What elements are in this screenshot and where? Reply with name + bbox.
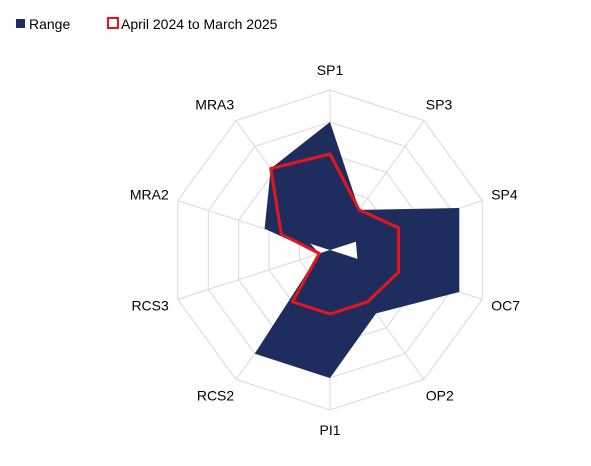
axis-label-sp4: SP4 [491, 186, 518, 202]
axis-label-sp3: SP3 [426, 96, 453, 112]
legend-swatch-april-2024-to-march-2025 [107, 17, 119, 29]
legend-swatch-range [16, 19, 25, 28]
axis-label-oc7: OC7 [491, 298, 520, 314]
grid-spoke [177, 249, 331, 300]
axis-label-op2: OP2 [426, 388, 454, 404]
axis-label-mra3: MRA3 [195, 96, 234, 112]
category-labels: SP1 SP3 SP4 OC7 OP2 PI1 RCS2 RCS3 MRA2 MRA3 [130, 62, 520, 438]
axis-label-sp1: SP1 [317, 62, 344, 78]
series-layer [254, 122, 460, 378]
series-line-april-2024-to-march-2025 [269, 152, 400, 316]
legend-label-range: Range [29, 16, 70, 32]
legend: Range April 2024 to March 2025 [16, 16, 278, 32]
legend-label-april-2024-to-march-2025: April 2024 to March 2025 [121, 16, 278, 32]
axis-label-pi1: PI1 [319, 422, 340, 438]
axis-label-rcs2: RCS2 [197, 388, 235, 404]
axis-label-rcs3: RCS3 [131, 298, 169, 314]
series-band-range [254, 122, 460, 378]
axis-label-mra2: MRA2 [130, 186, 169, 202]
